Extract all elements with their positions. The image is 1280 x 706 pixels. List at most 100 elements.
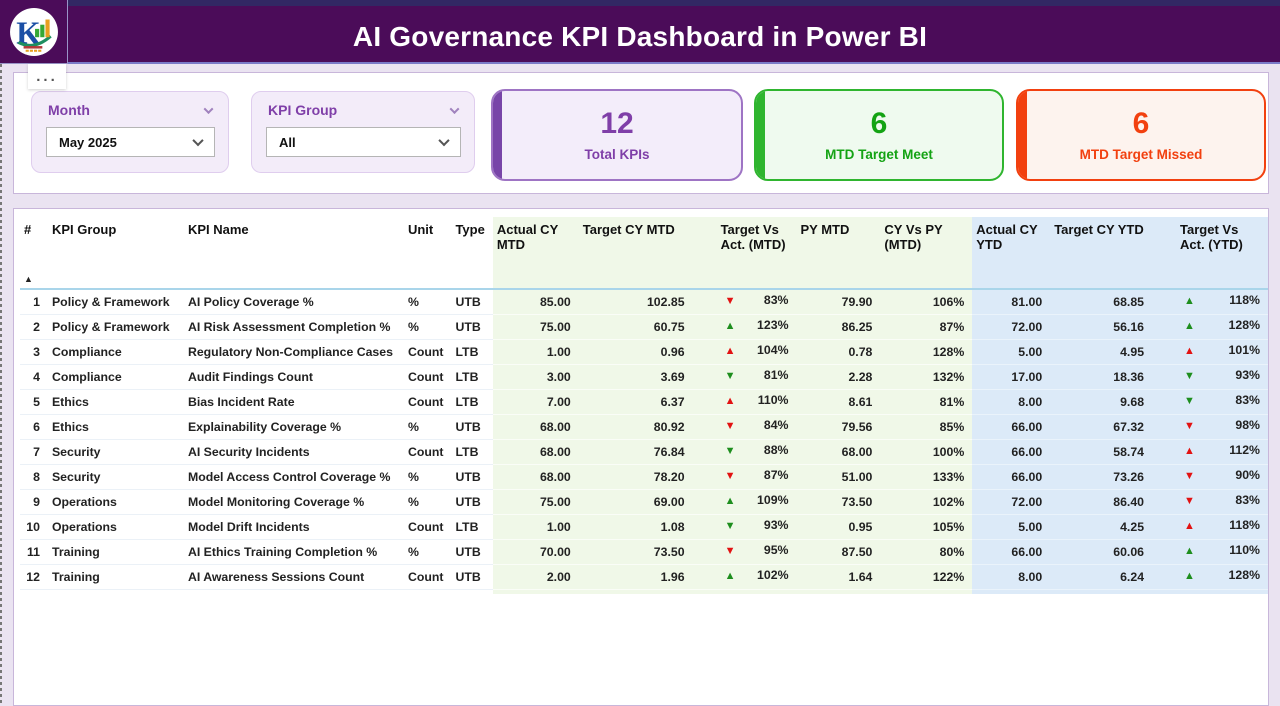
cell-actual-cy-mtd: 68.00 <box>492 439 579 465</box>
cell-kpi-group: Compliance <box>47 364 184 390</box>
cell-target-cy-mtd: 80.92 <box>578 414 717 440</box>
cell-target-vs-act-ytd: ▼ 83% <box>1176 489 1268 515</box>
trend-arrow-icon: ▼ <box>724 370 736 382</box>
table-row[interactable]: 8 Security Model Access Control Coverage… <box>20 464 1268 490</box>
logo: K <box>0 0 68 64</box>
cell-index: 3 <box>20 339 48 365</box>
cell-actual-cy-mtd: 75.00 <box>492 489 579 515</box>
cell-cy-vs-py-mtd: 80% <box>880 539 973 565</box>
trend-arrow-icon: ▲ <box>724 570 736 582</box>
cell-kpi-group: Operations <box>47 489 184 515</box>
cell-actual-cy-ytd: 72.00 <box>972 489 1051 515</box>
cell-py-mtd: 79.90 <box>796 289 881 315</box>
table-row[interactable]: 3 Compliance Regulatory Non-Compliance C… <box>20 339 1268 365</box>
column-header-py-mtd[interactable]: PY MTD <box>796 217 881 290</box>
column-header-target-cy-ytd[interactable]: Target CY YTD <box>1050 217 1177 290</box>
cell-target-vs-act-mtd: ▼ 83% <box>716 289 797 315</box>
cell-target-vs-act-ytd: ▲ 118% <box>1176 514 1268 540</box>
kpi-group-dropdown[interactable]: All <box>266 127 461 157</box>
table-row[interactable]: 5 Ethics Bias Incident Rate Count LTB 7.… <box>20 389 1268 415</box>
cell-target-cy-mtd: 1.96 <box>578 564 717 590</box>
cell-kpi-group: Security <box>47 464 184 490</box>
column-header-actual-cy-ytd[interactable]: Actual CY YTD <box>972 217 1051 290</box>
trend-arrow-icon: ▲ <box>1184 320 1195 332</box>
cell-target-cy-mtd: 78.20 <box>578 464 717 490</box>
table-row[interactable]: 6 Ethics Explainability Coverage % % UTB… <box>20 414 1268 440</box>
table-row[interactable]: 4 Compliance Audit Findings Count Count … <box>20 364 1268 390</box>
table-row[interactable]: 1 Policy & Framework AI Policy Coverage … <box>20 289 1268 315</box>
column-header-actual-cy-mtd[interactable]: Actual CY MTD <box>492 217 579 290</box>
cell-actual-cy-ytd: 8.00 <box>972 389 1051 415</box>
column-header-kpi-group[interactable]: KPI Group <box>47 217 184 290</box>
trend-arrow-icon: ▼ <box>1184 395 1195 407</box>
cell-kpi-group: Policy & Framework <box>47 289 184 315</box>
chevron-down-icon[interactable] <box>203 103 214 114</box>
cell-type <box>451 589 492 594</box>
table-row[interactable]: 10 Operations Model Drift Incidents Coun… <box>20 514 1268 540</box>
cell-type: LTB <box>451 389 493 415</box>
cell-kpi-group: Policy & Framework <box>47 314 184 340</box>
cell-index: 9 <box>20 489 48 515</box>
column-header-cy-vs-py-mtd[interactable]: CY Vs PY (MTD) <box>880 217 973 290</box>
table-row <box>20 589 1268 594</box>
cell-target-vs-act-ytd: ▲ 128% <box>1176 564 1268 590</box>
trend-arrow-icon: ▼ <box>1184 370 1195 382</box>
cell-actual-cy-ytd: 5.00 <box>972 339 1051 365</box>
card-accent-bar <box>756 91 765 179</box>
chevron-down-icon[interactable] <box>449 103 460 114</box>
visual-options-menu[interactable]: ... <box>28 64 66 89</box>
cell-kpi-name: Regulatory Non-Compliance Cases <box>183 339 404 365</box>
trend-value: 93% <box>763 518 789 532</box>
cell-kpi-name: AI Risk Assessment Completion % <box>183 314 404 340</box>
total-kpis-value: 12 <box>600 106 634 140</box>
trend-value: 95% <box>763 543 789 557</box>
month-dropdown[interactable]: May 2025 <box>46 127 215 157</box>
cell-type: UTB <box>451 464 493 490</box>
table-row[interactable]: 9 Operations Model Monitoring Coverage %… <box>20 489 1268 515</box>
cell-type: UTB <box>451 564 493 590</box>
cell-actual-cy-mtd: 7.00 <box>492 389 579 415</box>
cell-target-cy-mtd: 3.69 <box>578 364 717 390</box>
cell-type: UTB <box>451 314 493 340</box>
cell-py-mtd: 86.25 <box>796 314 881 340</box>
column-header-target-vs-act-mtd[interactable]: Target Vs Act. (MTD) <box>716 217 797 290</box>
table-row[interactable]: 11 Training AI Ethics Training Completio… <box>20 539 1268 565</box>
cell-cy-vs-py-mtd: 133% <box>880 464 973 490</box>
column-header-type[interactable]: Type <box>451 217 493 290</box>
trend-arrow-icon: ▲ <box>724 495 736 507</box>
trend-arrow-icon: ▼ <box>724 445 736 457</box>
column-header-index[interactable]: # ▲ <box>20 217 48 290</box>
column-header-target-cy-mtd[interactable]: Target CY MTD <box>578 217 717 290</box>
cell-index: 4 <box>20 364 48 390</box>
cell-kpi-name <box>184 589 404 594</box>
cell-actual-cy-ytd: 8.00 <box>972 564 1051 590</box>
month-slicer: Month May 2025 <box>31 91 229 173</box>
table-row[interactable]: 2 Policy & Framework AI Risk Assessment … <box>20 314 1268 340</box>
cell-target-cy-mtd <box>578 589 717 594</box>
cell-target-cy-ytd: 18.36 <box>1050 364 1177 390</box>
cell-actual-cy-mtd: 68.00 <box>492 414 579 440</box>
mtd-target-missed-card: 6 MTD Target Missed <box>1016 89 1266 181</box>
cell-index: 1 <box>20 289 48 315</box>
cell-target-cy-ytd: 4.95 <box>1050 339 1177 365</box>
cell-cy-vs-py-mtd: 128% <box>880 339 973 365</box>
cell-py-mtd <box>796 589 881 594</box>
trend-arrow-icon: ▲ <box>1184 520 1195 532</box>
column-header-kpi-name[interactable]: KPI Name <box>183 217 404 290</box>
cell-kpi-name: Explainability Coverage % <box>183 414 404 440</box>
cell-unit: % <box>403 314 452 340</box>
cell-kpi-group: Security <box>47 439 184 465</box>
table-row[interactable]: 12 Training AI Awareness Sessions Count … <box>20 564 1268 590</box>
kpi-table: # ▲ KPI Group KPI Name Unit Type Actual … <box>20 217 1268 594</box>
column-header-unit[interactable]: Unit <box>403 217 452 290</box>
mtd-target-missed-value: 6 <box>1132 106 1150 140</box>
kr-analytics-logo-icon: K <box>9 7 58 56</box>
trend-arrow-icon: ▼ <box>1184 470 1195 482</box>
column-header-target-vs-act-ytd[interactable]: Target Vs Act. (YTD) <box>1176 217 1268 290</box>
kpi-table-body: 1 Policy & Framework AI Policy Coverage … <box>20 289 1268 594</box>
cell-index: 8 <box>20 464 48 490</box>
cell-target-vs-act-mtd: ▲ 123% <box>716 314 797 340</box>
trend-arrow-icon: ▼ <box>1184 420 1195 432</box>
cell-unit: Count <box>403 439 452 465</box>
table-row[interactable]: 7 Security AI Security Incidents Count L… <box>20 439 1268 465</box>
